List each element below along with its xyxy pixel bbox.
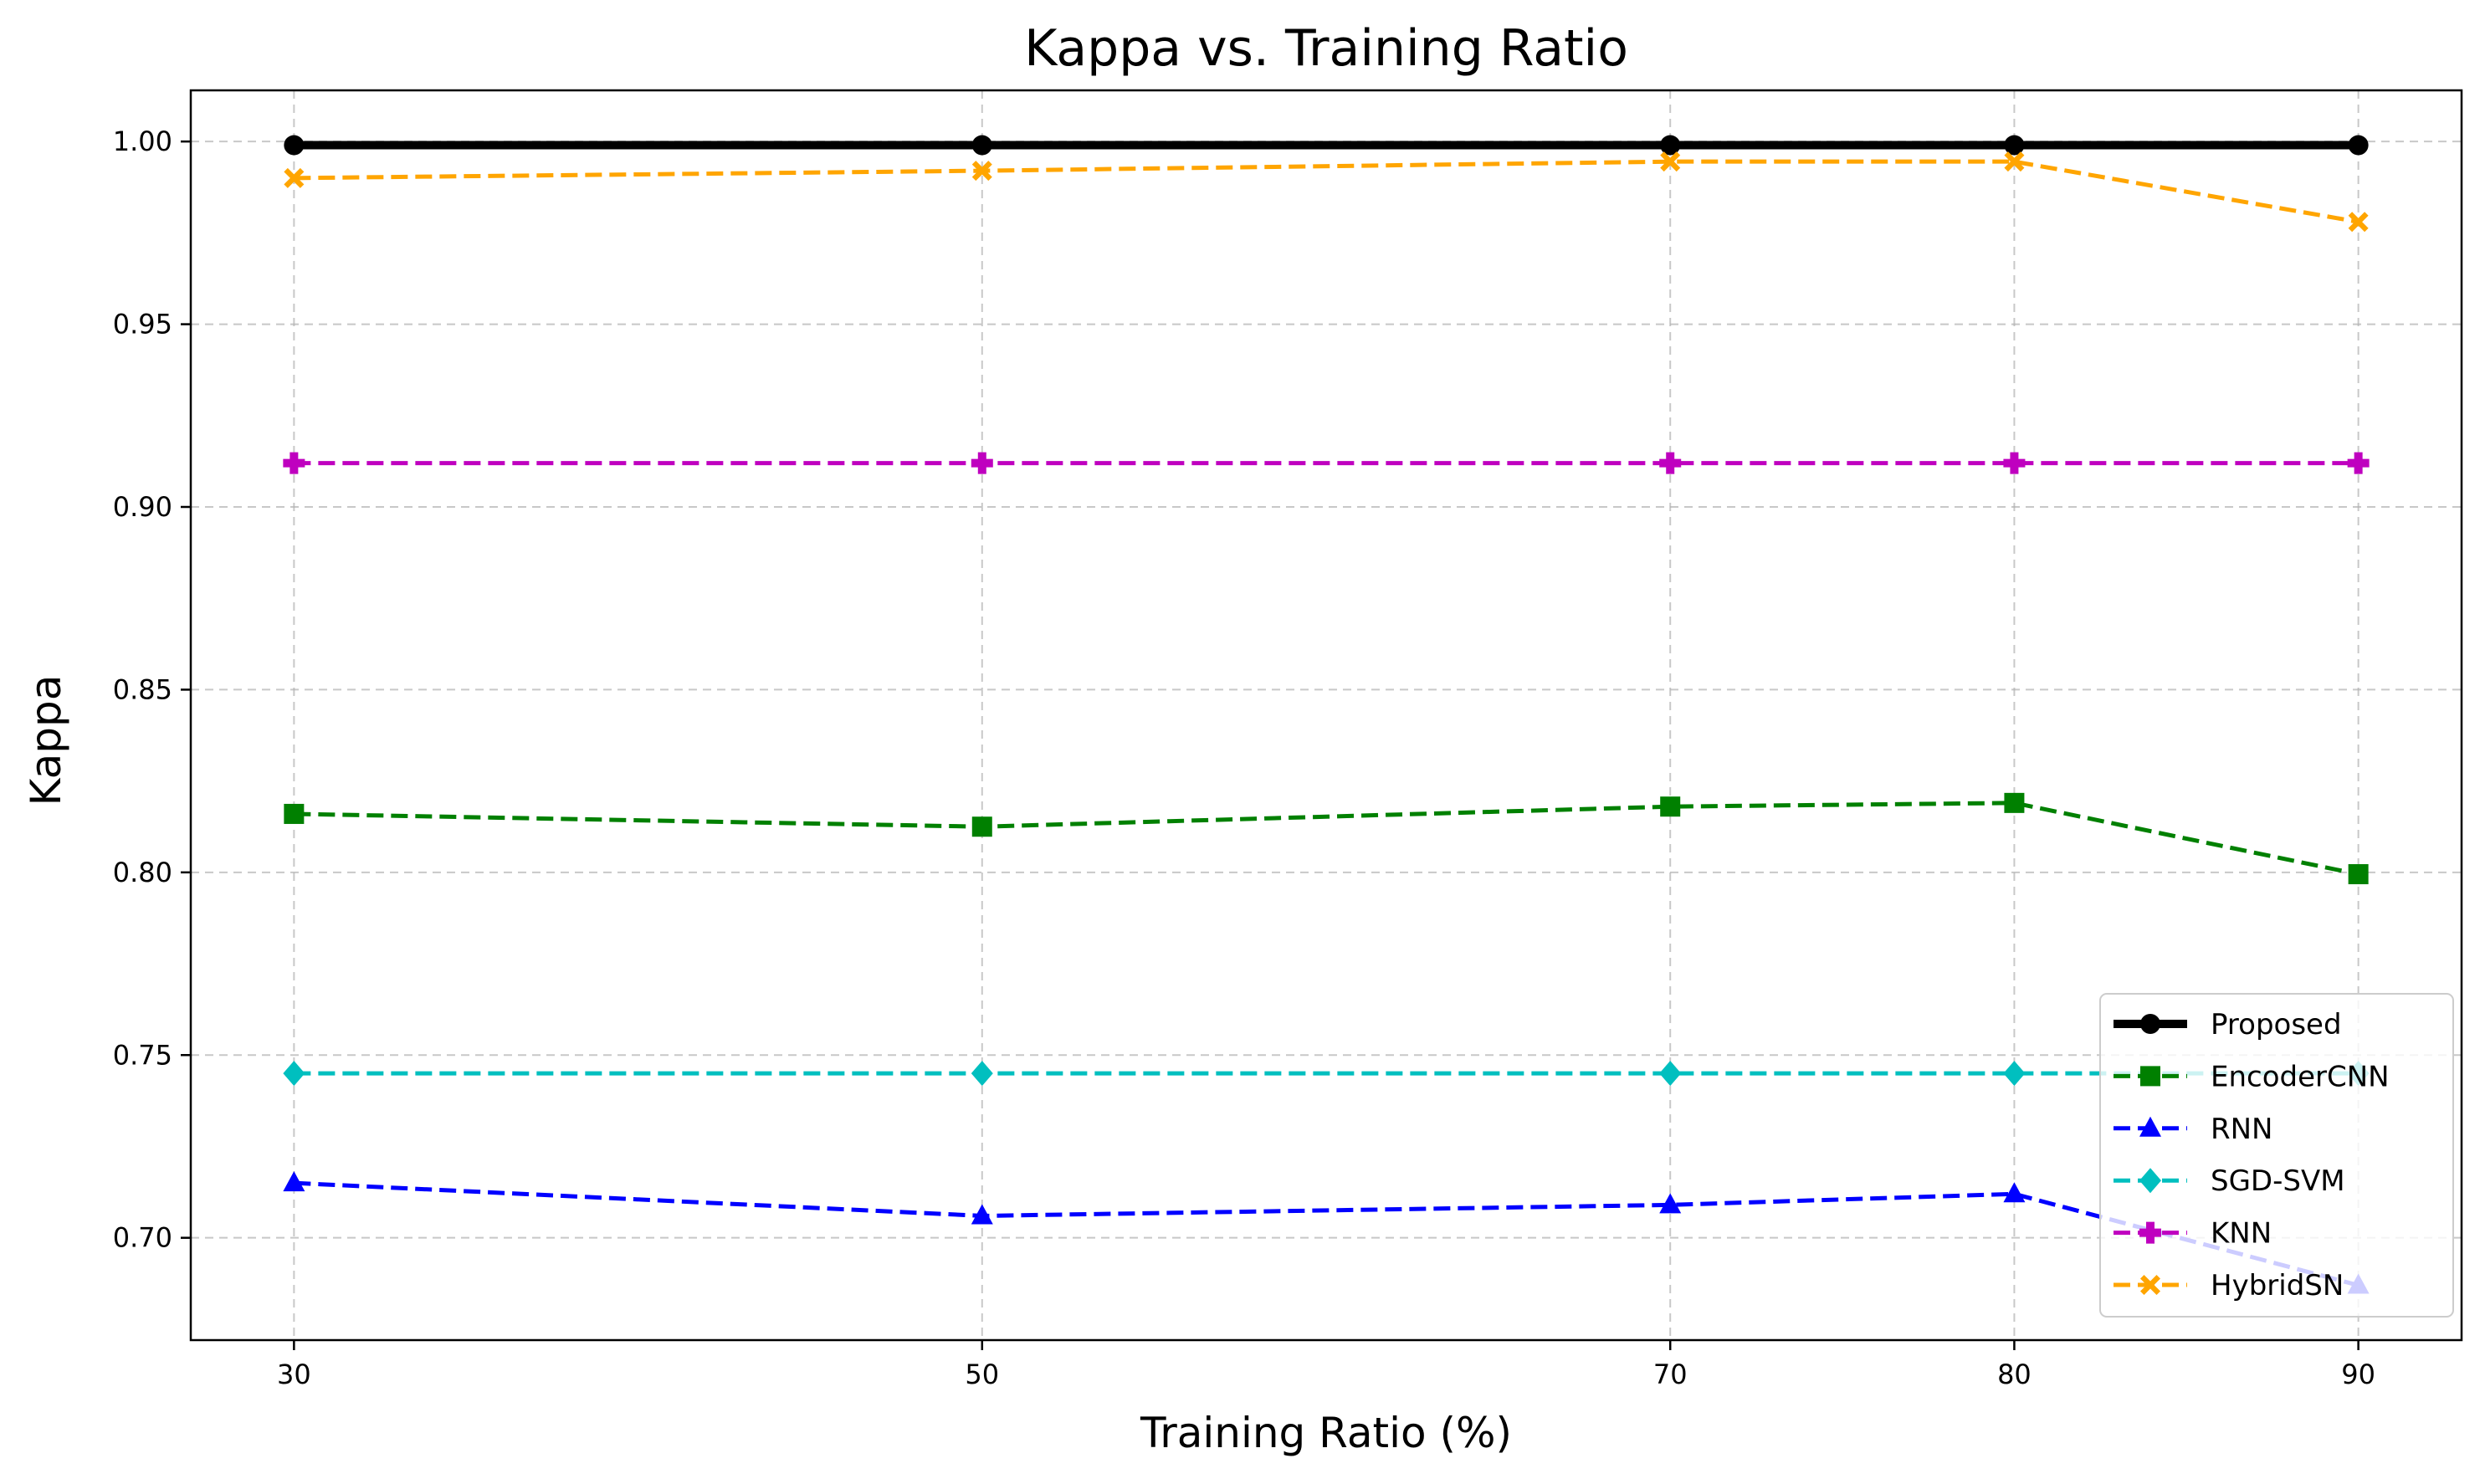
legend-label: KNN [2211,1217,2272,1251]
legend-item: EncoderCNN [2114,1060,2390,1093]
data-point-marker [2348,864,2369,885]
data-point-marker [2004,135,2025,156]
series-hybridsn [284,151,2369,233]
data-point-marker [971,452,993,474]
legend-marker [2139,1221,2161,1244]
data-point-marker [2003,1182,2026,1203]
data-point-marker [971,1061,993,1087]
data-point-marker [2347,452,2370,474]
chart-title: Kappa vs. Training Ratio [1024,19,1628,78]
y-axis-title: Kappa [22,675,70,806]
series-knn [283,452,2370,474]
data-point-marker [283,452,305,474]
legend-label: Proposed [2211,1008,2342,1041]
data-point-marker [283,1171,305,1192]
plot-area-frame [189,89,2463,1342]
x-tick-label: 70 [1653,1359,1688,1390]
y-tick-label: 0.90 [113,491,172,523]
data-point-marker [1659,452,1682,474]
data-point-marker [1659,1193,1682,1214]
legend-item: RNN [2114,1113,2273,1146]
x-tick-label: 90 [2341,1359,2375,1390]
legend-label: HybridSN [2211,1269,2344,1302]
x-tick-label: 30 [277,1359,311,1390]
legend-marker [2139,1116,2161,1137]
legend-marker [2140,1275,2160,1295]
legend-label: SGD-SVM [2211,1164,2345,1198]
legend: Proposed EncoderCNN RNN SGD-SVM KNN HybridSN [2099,993,2454,1318]
data-point-marker [1659,1061,1682,1087]
data-point-marker [1660,796,1681,817]
legend-item: KNN [2114,1217,2272,1251]
data-point-marker [971,816,992,837]
legend-item: SGD-SVM [2114,1164,2345,1198]
y-tick-label: 1.00 [113,125,172,157]
data-point-marker [284,135,305,156]
legend-label: EncoderCNN [2211,1060,2390,1093]
data-point-marker [2348,212,2369,233]
series-proposed [284,135,2369,156]
legend-label: RNN [2211,1113,2273,1146]
legend-item: HybridSN [2114,1269,2344,1302]
y-tick-label: 0.85 [113,673,172,705]
x-tick-label: 80 [1997,1359,2032,1390]
legend-marker [2140,1014,2160,1034]
data-point-marker [2348,135,2369,156]
data-point-marker [284,167,305,188]
x-tick-label: 50 [965,1359,999,1390]
y-tick-label: 0.75 [113,1039,172,1071]
legend-marker [2140,1066,2160,1087]
x-axis-title: Training Ratio (%) [1140,1409,1512,1457]
legend-item: Proposed [2114,1008,2342,1041]
data-point-marker [2003,452,2026,474]
data-point-marker [971,161,992,182]
series-encodercnn [284,792,2369,885]
data-point-marker [283,1061,305,1087]
data-point-marker [2003,1061,2026,1087]
y-tick-label: 0.80 [113,857,172,888]
legend-marker [2139,1168,2161,1194]
data-point-marker [2004,792,2025,813]
data-point-marker [2004,151,2025,172]
data-point-marker [284,803,305,824]
y-tick-label: 0.95 [113,309,172,340]
data-point-marker [1660,151,1681,172]
axis-ticks: 0.70 0.75 0.80 0.85 0.90 0.95 1.00 30 50 70 80 90 [113,125,2375,1390]
data-point-marker [971,1204,993,1225]
legend-box [2099,993,2454,1318]
data-point-marker [971,135,992,156]
y-tick-label: 0.70 [113,1222,172,1254]
data-point-marker [1660,135,1681,156]
